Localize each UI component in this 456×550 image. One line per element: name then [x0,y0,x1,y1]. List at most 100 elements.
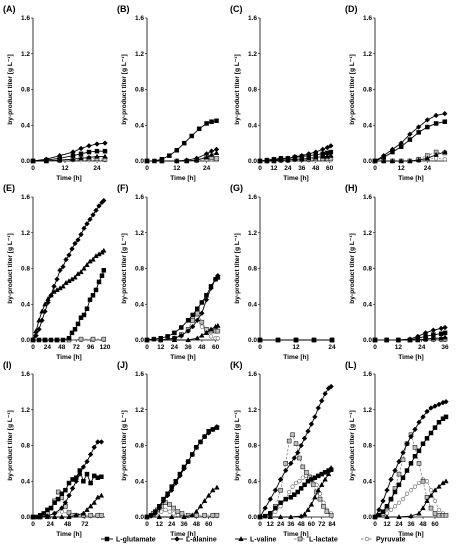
data-point [208,326,214,332]
data-point [72,240,78,247]
data-point [215,275,221,280]
panel-label: (H) [345,183,358,193]
panel-label: (C) [230,4,243,14]
data-point [384,337,389,343]
panel-g: (G) 0.0 0.4 0.8 1.2 1.6 0 12 24 Time [h] by-produc… [230,183,336,361]
data-point [290,484,295,489]
data-point [288,514,294,520]
data-point [80,510,87,516]
data-point [66,514,72,520]
x-tick-label: 120 [100,344,111,351]
data-point [101,268,107,273]
legend-entry: L-glutamate [101,537,156,544]
panel-label: (E) [3,183,15,193]
y-axis-label: by-product titer [g L⁻¹] [7,54,14,125]
data-point [312,414,318,420]
data-point [91,499,97,505]
data-point [396,337,401,343]
data-point [376,507,382,513]
data-point [214,512,220,518]
x-tick-label: 72 [73,344,81,351]
data-point [101,197,107,204]
data-point [84,221,90,227]
data-point [275,337,281,343]
x-tick-label: 48 [198,344,206,351]
data-point [412,484,418,489]
data-point [310,482,316,488]
x-tick-label: 36 [441,344,449,351]
panel-label: (L) [345,360,357,370]
data-point [210,487,216,493]
data-point [205,492,212,498]
data-point [94,148,100,154]
data-point [175,509,181,514]
data-point [73,475,79,480]
x-axis-label: Time [h] [170,531,196,538]
data-point [87,297,93,303]
data-point [167,153,172,158]
panel-label: (K) [230,360,243,370]
data-point [78,336,84,342]
data-point [384,514,390,520]
series-l-glutamate [144,118,219,164]
y-axis-label: by-product titer [g L⁻¹] [349,233,356,304]
x-tick-label: 36 [180,521,188,528]
data-point [306,155,312,161]
data-point [328,383,334,390]
panel-label: (D) [345,4,358,14]
x-tick-label: 0 [31,344,35,351]
data-point [185,318,191,323]
data-point [304,470,309,475]
data-point [96,203,102,209]
y-tick-label: 1.6 [21,371,30,378]
x-tick-label: 24 [44,344,52,351]
legend-marker [364,536,370,542]
data-point [288,495,294,500]
y-tick-label: 1.6 [135,194,144,201]
data-point [98,439,105,445]
data-point [400,449,406,456]
x-tick-label: 24 [168,521,176,528]
x-tick-label: 24 [203,165,211,172]
series-l-valine [372,149,448,164]
data-point [94,141,100,147]
data-point [420,414,426,420]
x-tick-label: 24 [424,165,432,172]
data-point [78,269,84,275]
data-point [407,137,413,142]
data-point [319,153,326,159]
legend-entry: L-lactate [294,537,338,544]
y-axis-label: by-product titer [g L⁻¹] [7,233,14,304]
data-point [144,337,150,343]
data-point [194,445,199,450]
y-tick-label: 0.4 [248,122,257,129]
y-tick-label: 1.2 [21,51,30,58]
x-tick-label: 0 [373,165,377,172]
data-point [181,140,187,146]
x-tick-label: 12 [267,521,275,528]
panel-label: (J) [117,360,128,370]
data-point [75,321,81,327]
data-point [278,500,283,505]
x-tick-label: 48 [312,165,320,172]
y-axis-label: by-product titer [g L⁻¹] [7,410,14,481]
data-point [171,335,178,341]
data-point [384,487,390,493]
data-point [319,146,326,153]
series-line [32,200,105,341]
data-point [432,511,438,516]
data-point [291,455,298,461]
data-point [78,315,84,320]
series-l-glutamate [30,148,108,164]
x-tick-label: 72 [318,521,326,528]
y-tick-label: 0.4 [135,301,144,308]
data-point [87,503,94,509]
y-tick-label: 0.0 [248,514,257,521]
data-point [420,441,426,446]
series-l-glutamate [30,268,107,343]
data-point [152,509,158,514]
y-tick-label: 0.0 [248,158,257,165]
data-point [328,143,334,149]
data-point [102,148,108,154]
x-tick-label: 24 [93,165,101,172]
